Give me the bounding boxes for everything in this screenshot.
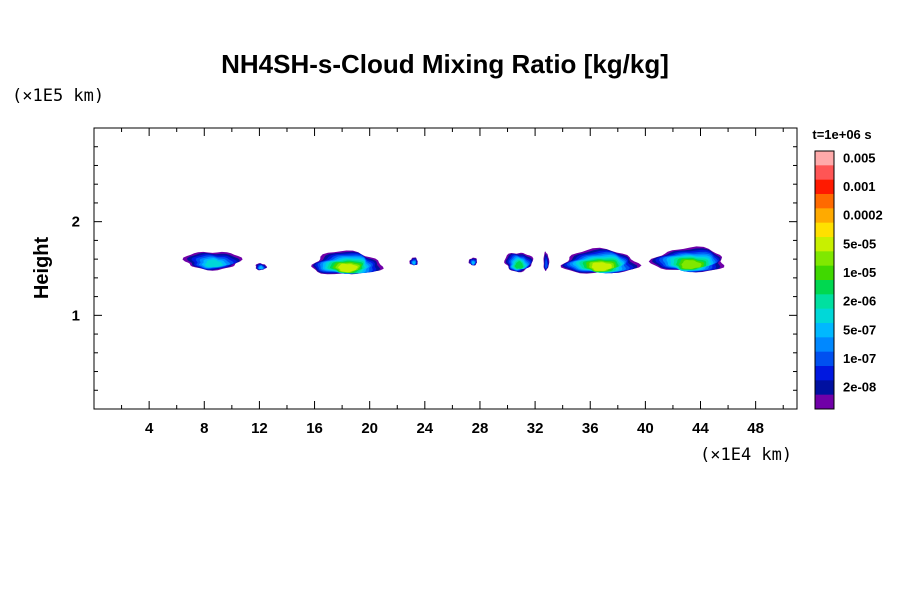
plot-frame: [93, 127, 798, 410]
colorbar: 0.005 0.001 0.0002 5e-05 1e-05 2e-06 5e-07 1e-0…: [814, 150, 883, 410]
cloud-contour: [681, 260, 702, 269]
y-axis-title: Height: [31, 237, 53, 300]
x-tick-label: 32: [527, 420, 544, 437]
chart-title: NH4SH-s-Cloud Mixing Ratio [kg/kg]: [221, 49, 669, 79]
colorbar-label: 2e-08: [843, 380, 876, 395]
colorbar-swatch: [815, 394, 834, 410]
y-tick-label: 2: [72, 214, 80, 231]
x-tick-label: 20: [361, 420, 378, 437]
colorbar-swatch: [815, 222, 834, 238]
x-tick-label: 44: [692, 420, 709, 437]
cloud-contour: [259, 266, 263, 270]
colorbar-swatch: [815, 237, 834, 252]
colorbar-swatch: [815, 179, 834, 195]
colorbar-swatch: [815, 337, 834, 353]
cloud-contour: [338, 263, 358, 273]
colorbar-frame: [814, 150, 835, 410]
colorbar-swatch: [815, 265, 834, 281]
colorbar-label: 1e-05: [843, 265, 876, 280]
colorbar-swatch: [815, 351, 834, 367]
cloud-contour: [545, 259, 548, 269]
colorbar-swatch: [815, 294, 834, 310]
colorbar-label: 5e-07: [843, 322, 876, 337]
colorbar-swatch: [815, 208, 834, 224]
colorbar-swatch: [815, 151, 834, 166]
y-tick-label: 1: [72, 307, 80, 324]
cloud-contour: [471, 261, 475, 265]
cloud-contour: [204, 259, 224, 268]
x-tick-label: 16: [306, 420, 323, 437]
colorbar-swatch: [815, 380, 834, 396]
x-tick-label: 12: [251, 420, 268, 437]
x-tick-label: 28: [472, 420, 489, 437]
colorbar-swatch: [815, 366, 834, 381]
x-tick-label: 36: [582, 420, 599, 437]
cloud-contour: [412, 261, 416, 265]
x-tick-label: 40: [637, 420, 654, 437]
x-tick-label: 4: [145, 420, 154, 437]
colorbar-label: 0.0002: [843, 208, 883, 223]
x-scale-label: (×1E4 km): [700, 445, 792, 465]
colorbar-label: 0.005: [843, 150, 876, 165]
colorbar-label: 1e-07: [843, 351, 876, 366]
colorbar-swatch: [815, 194, 834, 209]
colorbar-label: 2e-06: [843, 294, 876, 309]
colorbar-swatch: [815, 251, 834, 267]
time-label: t=1e+06 s: [812, 127, 871, 142]
x-tick-label: 8: [200, 420, 208, 437]
cloud-contour: [514, 261, 524, 269]
cloud-contour: [591, 262, 612, 271]
colorbar-label: 5e-05: [843, 236, 876, 251]
colorbar-swatch: [815, 165, 834, 181]
y-scale-label: (×1E5 km): [12, 86, 104, 106]
colorbar-swatch: [815, 308, 834, 324]
colorbar-label: 0.001: [843, 179, 876, 194]
colorbar-swatch: [815, 323, 834, 338]
cloud-field: [182, 246, 725, 275]
x-tick-label: 24: [416, 420, 433, 437]
colorbar-swatch: [815, 280, 834, 295]
x-tick-label: 48: [747, 420, 764, 437]
